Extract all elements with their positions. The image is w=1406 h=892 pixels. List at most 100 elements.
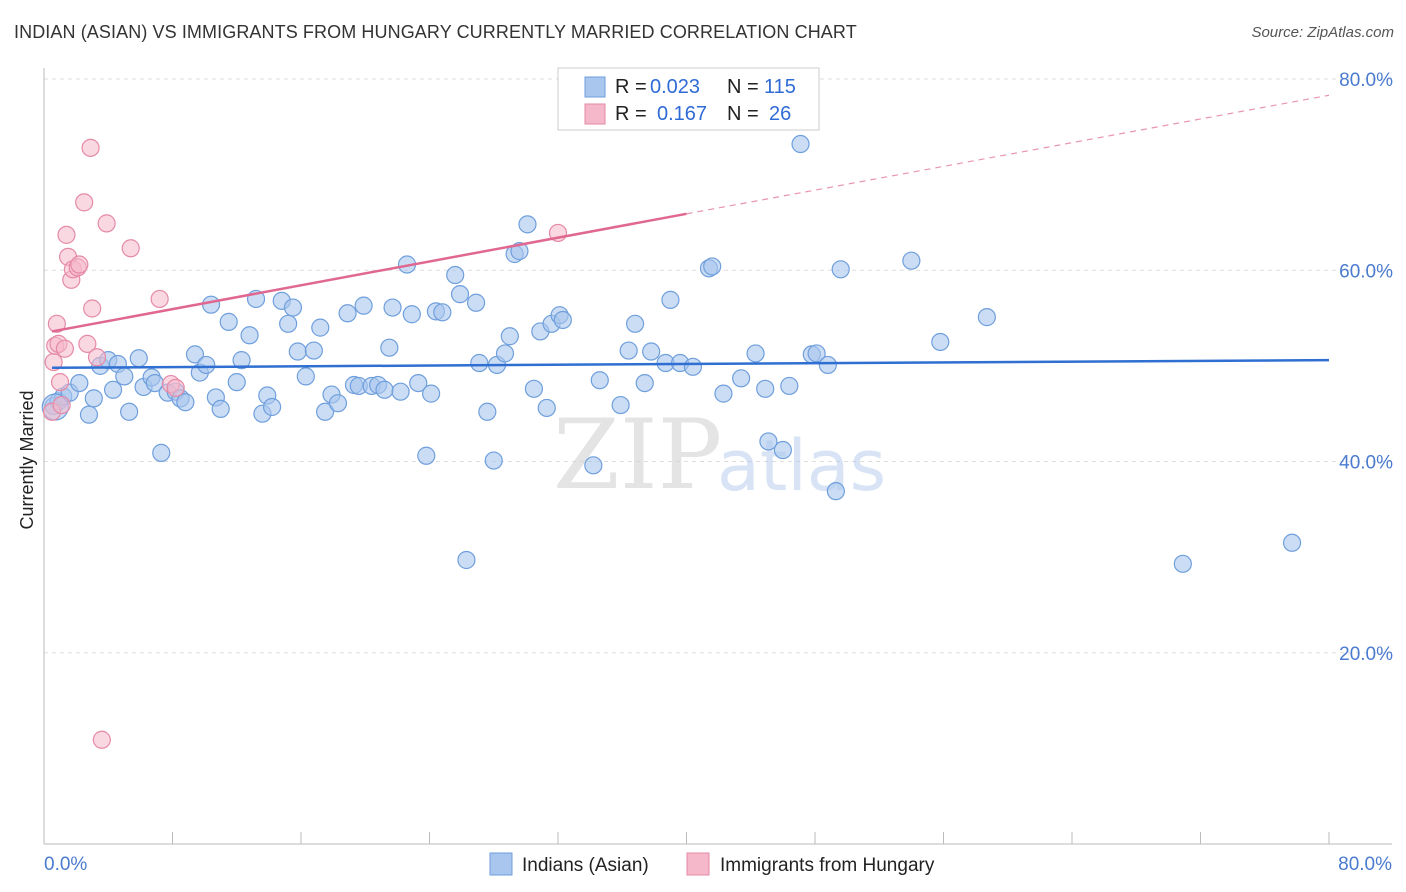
x-tick-label-max: 80.0% bbox=[1338, 854, 1392, 875]
bottom-legend-label-indians: Indians (Asian) bbox=[522, 855, 649, 876]
point-indians-21 bbox=[176, 393, 195, 412]
chart-title: INDIAN (ASIAN) VS IMMIGRANTS FROM HUNGAR… bbox=[14, 22, 857, 42]
point-hungary-21 bbox=[121, 239, 140, 258]
point-indians-39 bbox=[288, 342, 307, 361]
point-indians-63 bbox=[446, 265, 465, 285]
point-indians-95 bbox=[714, 384, 733, 403]
trend-line-hungary-extension bbox=[686, 94, 1330, 215]
point-indians-85 bbox=[619, 341, 638, 360]
trend-line-indians bbox=[52, 358, 1330, 370]
point-indians-54 bbox=[383, 298, 402, 317]
point-indians-37 bbox=[279, 314, 298, 333]
point-indians-25 bbox=[201, 295, 221, 314]
point-indians-46 bbox=[338, 304, 357, 323]
point-indians-102 bbox=[791, 134, 810, 154]
point-hungary-18 bbox=[87, 348, 107, 367]
point-hungary-14 bbox=[75, 193, 94, 212]
point-indians-17 bbox=[152, 443, 171, 462]
point-hungary-24 bbox=[166, 378, 185, 397]
watermark-zip: ZIP bbox=[553, 399, 722, 511]
point-indians-43 bbox=[315, 402, 335, 421]
point-hungary-5 bbox=[50, 373, 70, 392]
x-axis-ticks bbox=[172, 832, 1330, 844]
point-indians-57 bbox=[402, 305, 421, 324]
point-indians-55 bbox=[391, 382, 410, 401]
point-hungary-15 bbox=[78, 334, 97, 353]
point-hungary-22 bbox=[150, 289, 169, 309]
legend-swatch-pink bbox=[584, 103, 606, 125]
y-tick-label-3: 80.0% bbox=[1339, 70, 1393, 91]
point-indians-92 bbox=[683, 357, 703, 376]
bottom-legend-swatch-blue bbox=[489, 852, 513, 876]
legend-r-value-1: 0.023 bbox=[650, 76, 700, 98]
point-indians-69 bbox=[484, 451, 503, 470]
point-indians-59 bbox=[417, 446, 436, 465]
point-indians-41 bbox=[304, 341, 323, 360]
point-indians-96 bbox=[732, 369, 751, 388]
y-tick-label-2: 60.0% bbox=[1339, 261, 1393, 282]
point-indians-74 bbox=[510, 242, 529, 261]
point-indians-82 bbox=[584, 456, 603, 475]
y-axis-label: Currently Married bbox=[17, 390, 37, 529]
legend-r-value-2: 0.167 bbox=[657, 103, 707, 125]
point-indians-75 bbox=[518, 215, 537, 234]
point-indians-35 bbox=[262, 397, 282, 417]
point-hungary-8 bbox=[57, 225, 76, 244]
point-indians-68 bbox=[478, 402, 497, 421]
point-indians-100 bbox=[773, 440, 792, 460]
y-tick-labels: 20.0% 40.0% 60.0% 80.0% bbox=[1339, 70, 1393, 665]
point-indians-53 bbox=[380, 338, 399, 357]
point-indians-22 bbox=[185, 345, 205, 364]
trend-line-hungary bbox=[51, 212, 687, 333]
point-hungary-17 bbox=[83, 299, 102, 318]
point-indians-30 bbox=[232, 351, 251, 370]
legend-n-label-2: N = bbox=[727, 103, 759, 125]
point-indians-87 bbox=[635, 373, 654, 393]
point-indians-52 bbox=[375, 380, 394, 399]
point-indians-27 bbox=[211, 399, 230, 419]
point-indians-106 bbox=[826, 482, 845, 501]
point-indians-62 bbox=[433, 303, 452, 322]
point-indians-49 bbox=[354, 296, 373, 315]
point-indians-64 bbox=[450, 285, 470, 304]
legend-r-label-1: R = bbox=[615, 76, 647, 98]
point-indians-40 bbox=[296, 367, 315, 386]
point-indians-66 bbox=[466, 293, 486, 312]
point-indians-13 bbox=[129, 349, 148, 368]
point-hungary-13 bbox=[70, 255, 89, 274]
bottom-legend-label-hungary: Immigrants from Hungary bbox=[720, 855, 935, 876]
point-indians-81 bbox=[553, 310, 572, 330]
point-indians-6 bbox=[84, 389, 103, 408]
point-indians-98 bbox=[756, 379, 775, 398]
legend-n-label-1: N = bbox=[727, 76, 759, 98]
y-tick-label-1: 40.0% bbox=[1339, 453, 1393, 474]
legend-r-label-2: R = bbox=[615, 103, 647, 125]
point-indians-45 bbox=[328, 394, 348, 413]
point-indians-94 bbox=[703, 257, 722, 276]
y-tick-label-0: 20.0% bbox=[1339, 644, 1393, 665]
point-indians-31 bbox=[240, 326, 259, 345]
point-hungary-3 bbox=[47, 314, 66, 333]
point-indians-71 bbox=[495, 344, 515, 363]
point-indians-4 bbox=[70, 373, 89, 393]
point-indians-67 bbox=[470, 353, 489, 373]
point-indians-84 bbox=[611, 395, 630, 415]
point-indians-101 bbox=[780, 376, 799, 396]
point-indians-42 bbox=[311, 318, 330, 337]
point-indians-78 bbox=[537, 398, 556, 418]
point-indians-72 bbox=[500, 327, 519, 346]
point-indians-11 bbox=[115, 367, 134, 386]
point-indians-112 bbox=[1282, 533, 1302, 552]
point-indians-65 bbox=[457, 550, 476, 570]
point-indians-38 bbox=[283, 298, 303, 317]
point-indians-109 bbox=[931, 332, 950, 352]
point-indians-76 bbox=[524, 379, 544, 398]
x-tick-label-min: 0.0% bbox=[44, 854, 87, 875]
point-indians-108 bbox=[902, 251, 921, 270]
point-indians-90 bbox=[661, 290, 680, 309]
point-indians-105 bbox=[818, 355, 837, 375]
point-hungary-19 bbox=[92, 730, 111, 749]
point-hungary-20 bbox=[97, 214, 116, 233]
point-indians-29 bbox=[227, 373, 246, 392]
